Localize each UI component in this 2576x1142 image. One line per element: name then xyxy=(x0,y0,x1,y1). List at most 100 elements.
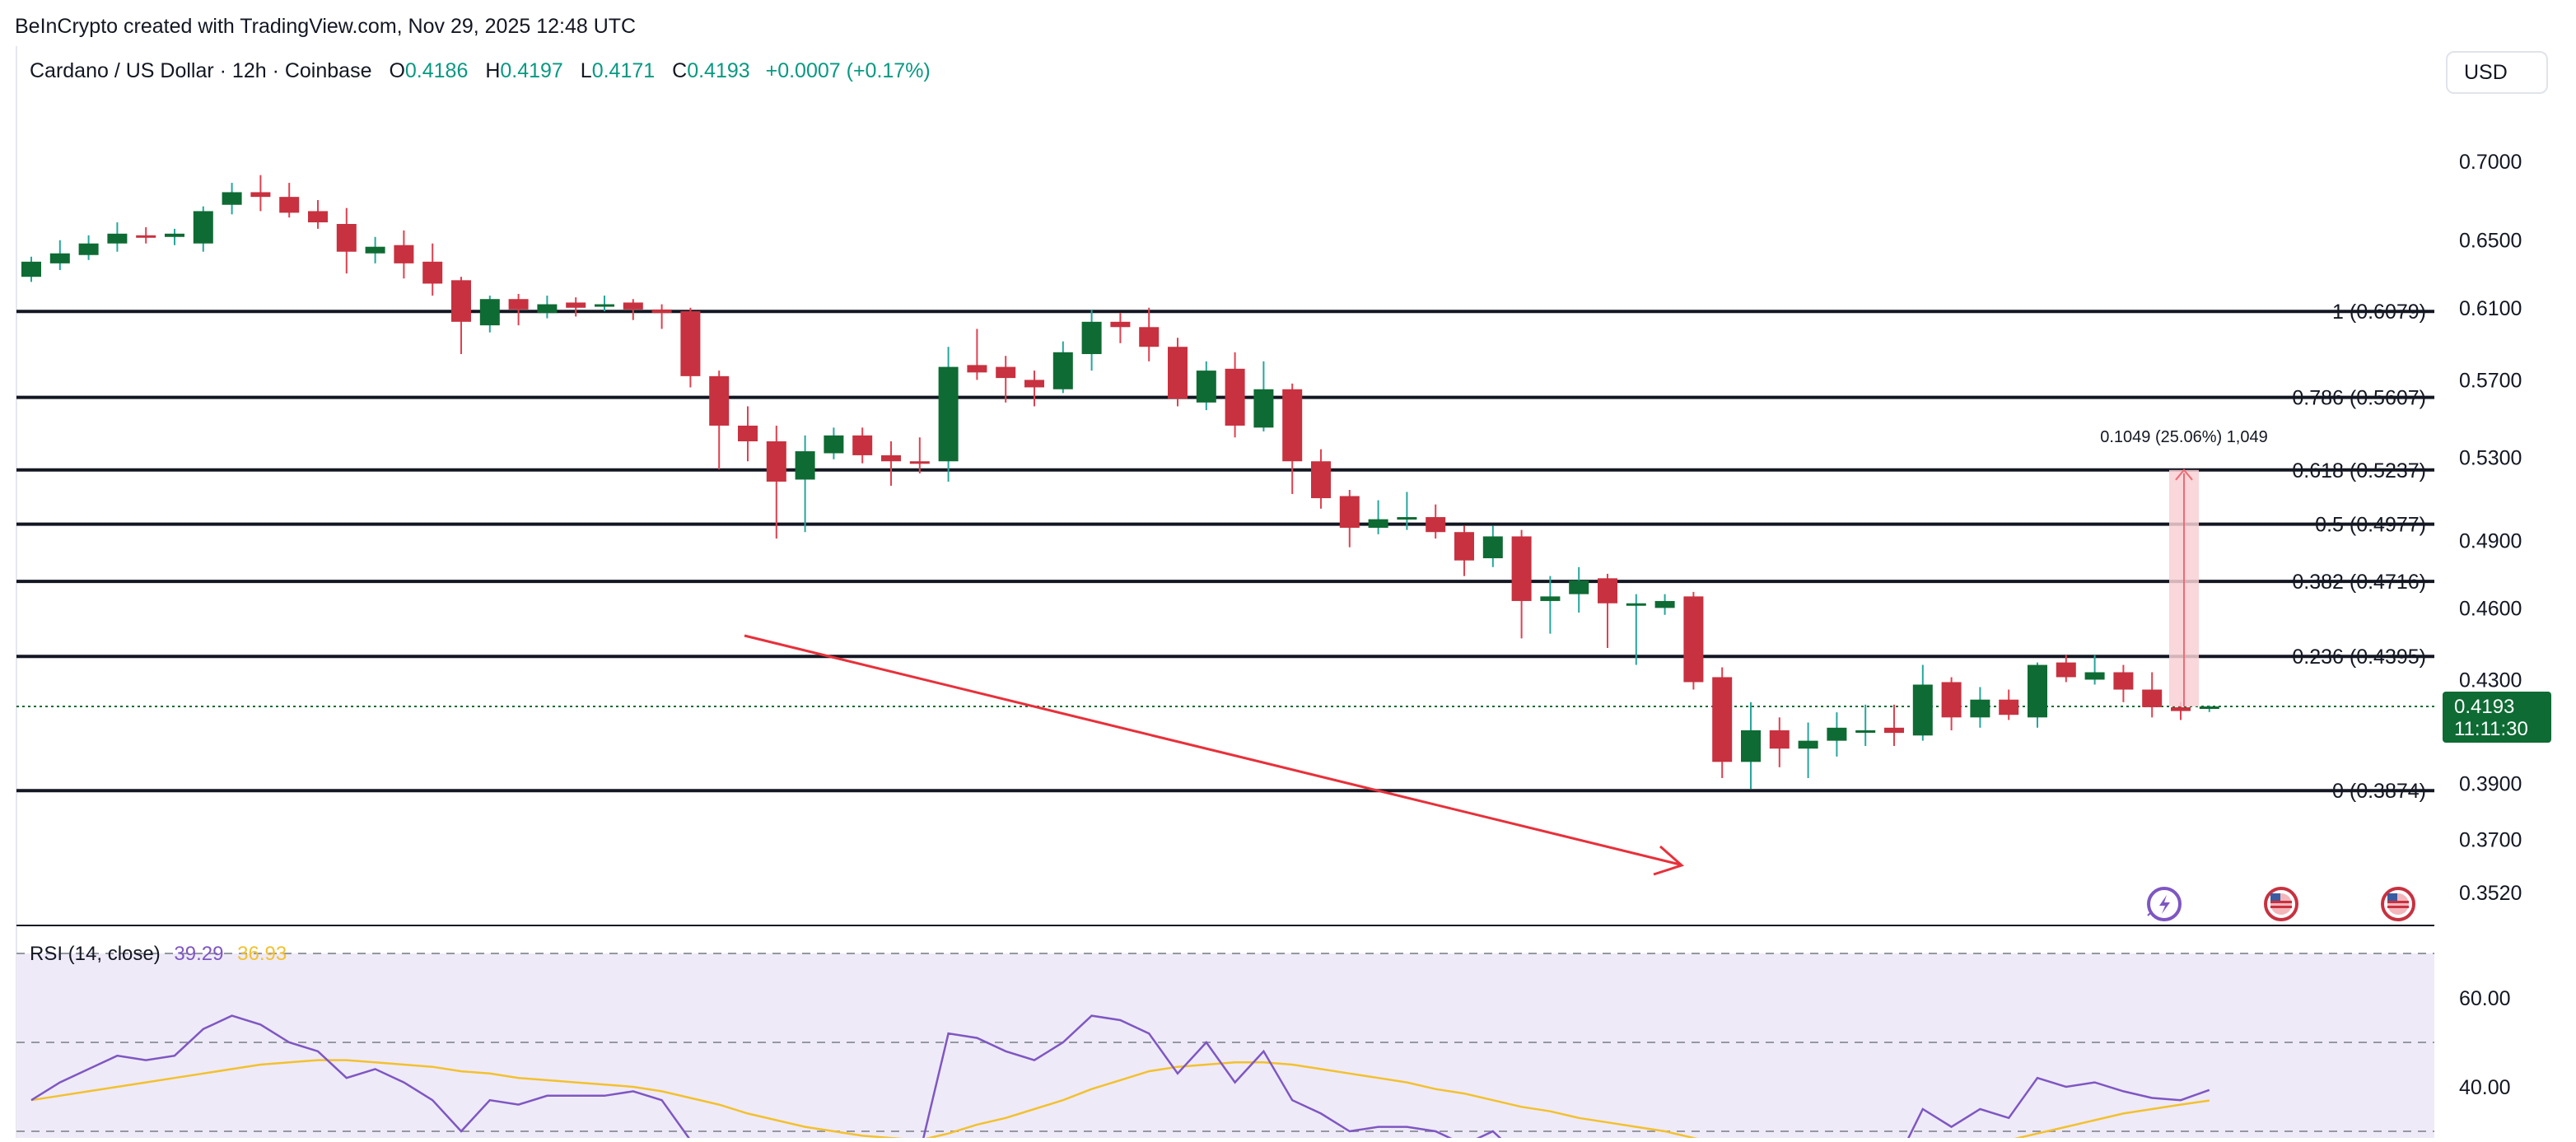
candle-body-68 xyxy=(1970,699,1990,718)
candle-body-10 xyxy=(308,211,328,223)
candle-body-37 xyxy=(1081,321,1102,355)
candle-body-60 xyxy=(1741,729,1761,762)
candle-body-76 xyxy=(2199,706,2219,710)
current-price-value: 0.4193 xyxy=(2454,696,2514,718)
candle-body-19 xyxy=(566,302,586,308)
candle-body-51 xyxy=(1482,536,1503,558)
candle-body-17 xyxy=(508,299,529,310)
fib-label-0: 1 (0.6079) xyxy=(2332,301,2426,324)
candle-body-1 xyxy=(49,253,70,263)
candle-body-31 xyxy=(909,461,930,464)
price-tick-9: 0.3700 xyxy=(2459,829,2522,852)
candle-body-27 xyxy=(795,451,815,480)
rsi-legend: RSI (14, close) 39.29 36.93 xyxy=(30,943,287,965)
symbol-title: Cardano / US Dollar · 12h · Coinbase O 0.… xyxy=(30,59,931,82)
rsi-line xyxy=(30,1014,2210,1142)
currency-button[interactable]: USD xyxy=(2446,51,2548,94)
us-flag-event-icon[interactable] xyxy=(2264,887,2298,921)
rsi-ma-value: 36.93 xyxy=(237,943,287,965)
ohlc-close-label: C xyxy=(672,59,687,82)
fib-label-5: 0.236 (0.4395) xyxy=(2292,646,2426,669)
measure-label: 0.1049 (25.06%) 1,049 xyxy=(2100,428,2268,446)
credit-text: BeInCrypto created with TradingView.com,… xyxy=(15,15,636,38)
symbol-name: Cardano / US Dollar · 12h · Coinbase xyxy=(30,59,371,82)
candle-body-73 xyxy=(2113,672,2134,690)
candle-body-14 xyxy=(422,261,443,284)
us-flag-event-icon-2[interactable] xyxy=(2381,887,2415,921)
candle-body-15 xyxy=(451,280,471,322)
price-tick-8: 0.3900 xyxy=(2459,773,2522,796)
measure-tool: 0.1049 (25.06%) 1,049 xyxy=(2100,428,2268,707)
candle-body-41 xyxy=(1196,371,1216,403)
candle-body-9 xyxy=(279,197,300,213)
rsi-label: RSI (14, close) xyxy=(30,943,161,965)
candles xyxy=(21,175,2219,790)
candle-body-2 xyxy=(78,243,99,255)
candle-body-33 xyxy=(967,365,987,373)
price-axis: 0.7000 0.6500 0.6100 0.5700 0.5300 0.4900 0.46… xyxy=(2459,151,2522,905)
candle-body-25 xyxy=(738,425,758,442)
rsi-value: 39.29 xyxy=(174,943,223,965)
candle-body-21 xyxy=(623,302,643,310)
candle-body-74 xyxy=(2142,689,2163,707)
candle-body-40 xyxy=(1168,347,1188,399)
candle-body-61 xyxy=(1769,729,1790,749)
candle-body-38 xyxy=(1110,321,1131,328)
price-tick-0: 0.7000 xyxy=(2459,151,2522,174)
current-price-badge: 0.4193 11:11:30 xyxy=(2443,692,2551,743)
candle-body-53 xyxy=(1540,596,1561,601)
candle-body-63 xyxy=(1827,727,1847,741)
candle-body-59 xyxy=(1712,677,1733,762)
ohlc-open-label: O xyxy=(389,59,404,82)
price-tick-6: 0.4600 xyxy=(2459,597,2522,620)
fib-label-1: 0.786 (0.5607) xyxy=(2292,387,2426,410)
candle-body-23 xyxy=(680,311,701,376)
candle-body-44 xyxy=(1282,389,1303,462)
price-tick-4: 0.5300 xyxy=(2459,446,2522,469)
price-countdown: 11:11:30 xyxy=(2454,718,2528,740)
price-tick-5: 0.4900 xyxy=(2459,530,2522,553)
candle-body-7 xyxy=(222,192,242,205)
candle-body-71 xyxy=(2056,662,2076,678)
candle-body-8 xyxy=(250,192,271,198)
candle-body-56 xyxy=(1626,603,1646,606)
candle-body-11 xyxy=(336,224,357,252)
candle-body-45 xyxy=(1311,461,1331,499)
price-tick-2: 0.6100 xyxy=(2459,297,2522,320)
measure-arrowhead xyxy=(2175,468,2193,481)
candle-body-49 xyxy=(1426,517,1446,533)
flash-icon[interactable] xyxy=(2147,887,2182,921)
fib-label-6: 0 (0.3874) xyxy=(2332,780,2426,803)
candle-body-58 xyxy=(1683,596,1704,683)
rsi-tick-0: 60.00 xyxy=(2459,987,2511,1010)
candle-body-36 xyxy=(1052,352,1073,389)
candle-body-52 xyxy=(1511,536,1532,601)
candle-body-43 xyxy=(1253,389,1274,428)
ohlc-high-label: H xyxy=(485,59,500,82)
candle-body-42 xyxy=(1225,368,1245,426)
candle-body-69 xyxy=(1999,699,2019,715)
ohlc-low-label: L xyxy=(581,59,592,82)
candle-body-30 xyxy=(881,454,901,462)
candle-body-64 xyxy=(1855,729,1876,733)
candle-body-16 xyxy=(479,299,500,326)
candle-body-50 xyxy=(1454,532,1474,561)
fib-label-4: 0.382 (0.4716) xyxy=(2292,571,2426,594)
price-tick-7: 0.4300 xyxy=(2459,669,2522,692)
candle-body-48 xyxy=(1397,517,1417,520)
candle-body-65 xyxy=(1884,727,1904,734)
candle-body-3 xyxy=(107,233,128,244)
candle-body-34 xyxy=(996,366,1016,379)
candle-body-24 xyxy=(709,375,730,426)
candle-body-39 xyxy=(1139,327,1160,347)
price-tick-3: 0.5700 xyxy=(2459,369,2522,392)
trend-arrow-line xyxy=(744,634,1681,866)
ohlc-change: +0.0007 (+0.17%) xyxy=(766,59,931,82)
candle-body-4 xyxy=(136,235,156,238)
trend-arrow xyxy=(744,634,1684,876)
trend-arrow-head xyxy=(1653,845,1684,876)
candle-body-70 xyxy=(2028,664,2047,718)
ohlc-close-value: 0.4193 xyxy=(687,59,749,82)
